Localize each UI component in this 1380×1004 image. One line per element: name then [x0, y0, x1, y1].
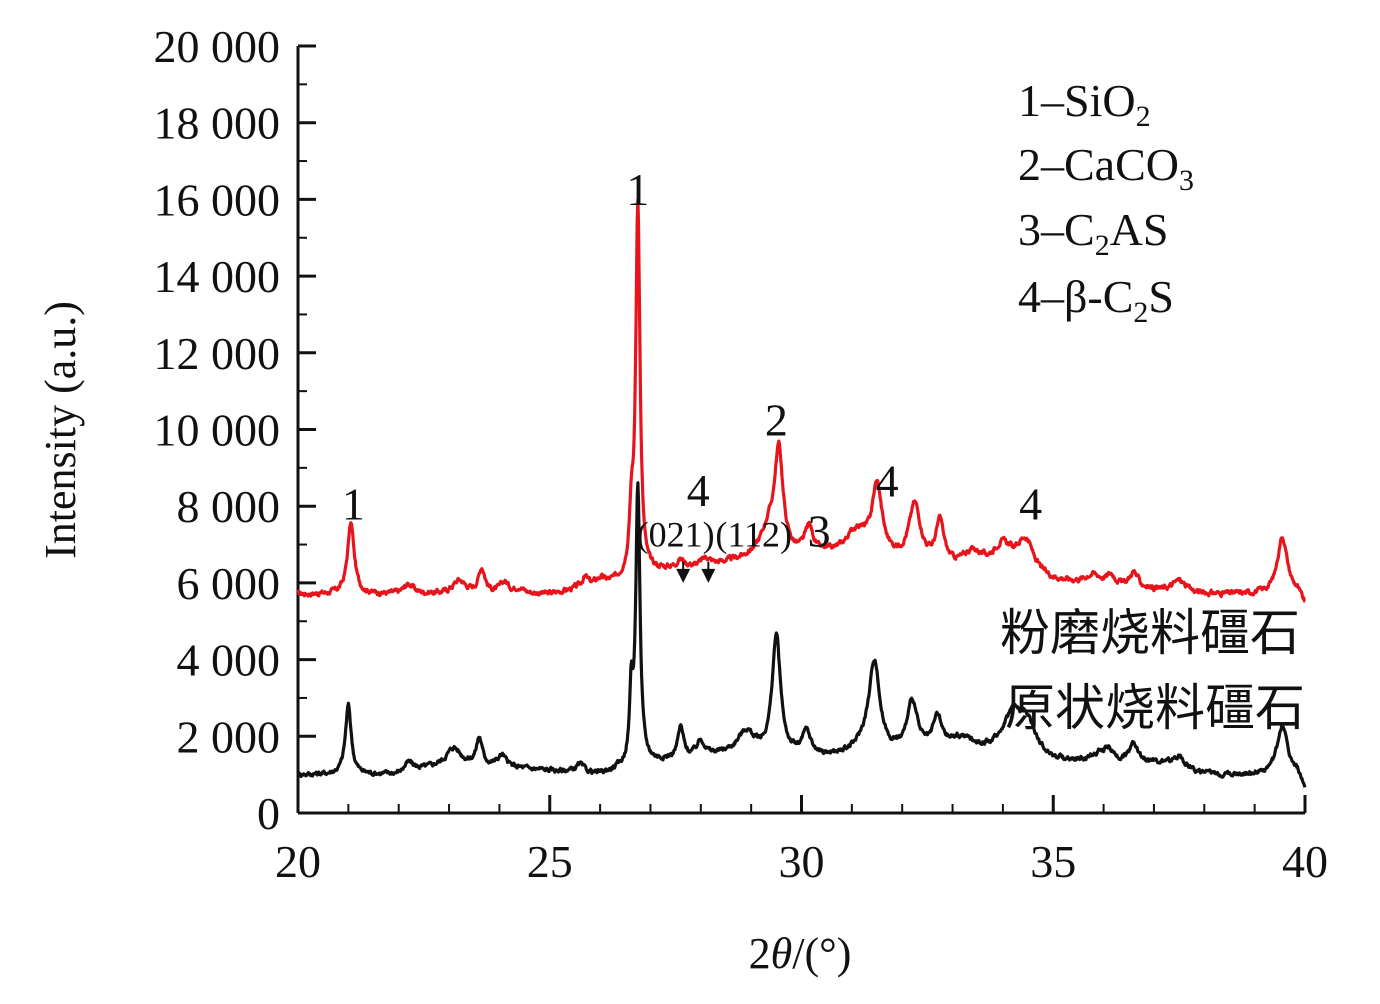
legend-item-3: 3–C2AS — [1018, 204, 1169, 262]
x-tick-label: 20 — [275, 836, 321, 887]
peak-label: 4 — [687, 465, 710, 516]
y-tick-label: 0 — [257, 788, 280, 839]
y-tick-label: 10 000 — [154, 405, 281, 456]
y-axis-label: Intensity (a.u.) — [36, 301, 85, 559]
x-tick-label: 30 — [779, 836, 825, 887]
axes: 0 2 000 4 000 6 000 8 000 10 000 12 000 14 000 1… — [154, 21, 1329, 887]
legend: 1–SiO2 2–CaCO3 3–C2AS 4–β-C2S — [1018, 75, 1194, 329]
series-line-2 — [296, 481, 1307, 788]
x-axis-label-rest: /(°) — [792, 929, 851, 978]
series-label-milled: 粉磨烧料礓石 — [1000, 604, 1300, 662]
y-tick-label: 8 000 — [177, 481, 281, 532]
legend-item-4: 4–β-C2S — [1018, 271, 1174, 329]
y-tick-label: 12 000 — [154, 328, 281, 379]
x-axis-label-num: 2 — [749, 929, 771, 978]
y-tick-label: 16 000 — [154, 174, 281, 225]
series-group — [296, 198, 1307, 788]
peak-label: 4 — [1019, 479, 1042, 530]
x-tick-label: 40 — [1282, 836, 1328, 887]
series-line-1 — [296, 198, 1306, 603]
plane-label: (021) — [637, 514, 715, 554]
plane-label: (112) — [715, 514, 792, 554]
y-tick-label: 6 000 — [177, 558, 281, 609]
y-tick-label: 18 000 — [154, 98, 281, 149]
y-tick-label: 14 000 — [154, 251, 281, 302]
peak-label: 2 — [765, 394, 788, 445]
y-tick-label: 2 000 — [177, 711, 281, 762]
legend-item-2: 2–CaCO3 — [1018, 139, 1194, 197]
y-tick-label: 20 000 — [154, 21, 281, 72]
x-tick-label: 25 — [527, 836, 573, 887]
arrow-head — [676, 568, 691, 583]
peak-label: 3 — [808, 505, 831, 556]
x-axis-label-theta: θ — [771, 929, 793, 978]
peak-label: 1 — [342, 479, 365, 530]
arrow-head — [701, 568, 716, 583]
legend-item-1: 1–SiO2 — [1018, 75, 1151, 133]
x-axis-label: 2θ/(°) — [749, 929, 852, 978]
y-tick-label: 4 000 — [177, 635, 281, 686]
series-label-raw: 原状烧料礓石 — [1005, 679, 1305, 737]
x-tick-label: 35 — [1030, 836, 1076, 887]
peak-label: 1 — [626, 164, 649, 215]
peak-label: 4 — [876, 456, 899, 507]
